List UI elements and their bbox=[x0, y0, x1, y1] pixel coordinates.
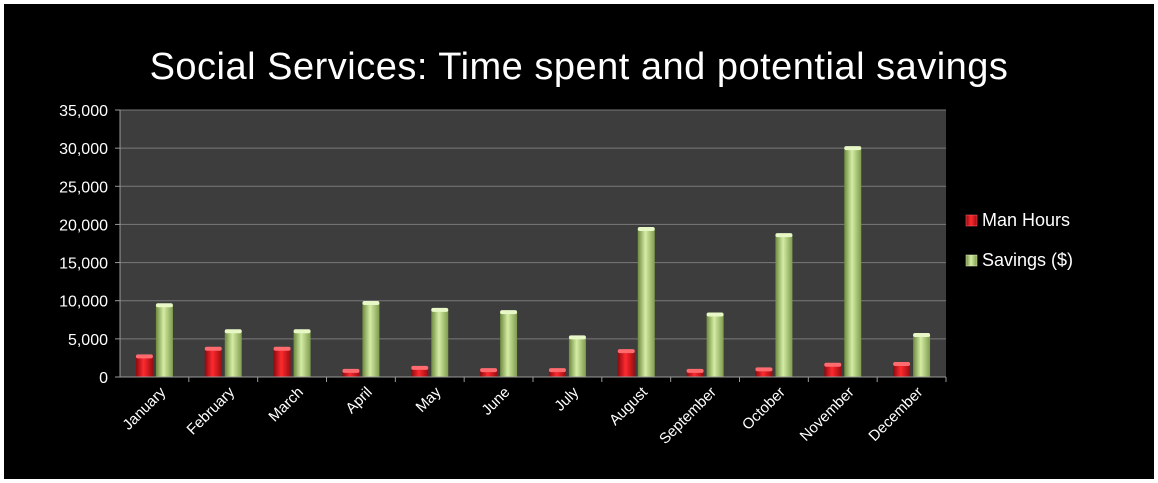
man-hours-bar-cap bbox=[824, 362, 842, 367]
x-tick-label: October bbox=[739, 384, 789, 434]
legend-label-savings: Savings ($) bbox=[982, 250, 1073, 270]
savings-bar-cap bbox=[500, 310, 518, 315]
y-tick-label: 0 bbox=[99, 370, 108, 387]
x-tick-label: July bbox=[551, 383, 582, 414]
x-tick-label: August bbox=[606, 383, 652, 429]
man-hours-bar bbox=[824, 364, 842, 377]
y-tick-label: 10,000 bbox=[59, 294, 108, 311]
man-hours-bar-cap bbox=[686, 368, 704, 373]
savings-bar-cap bbox=[293, 329, 311, 334]
man-hours-bar-cap bbox=[548, 368, 566, 373]
savings-bar-cap bbox=[155, 303, 173, 308]
savings-bar-cap bbox=[844, 146, 862, 151]
savings-bar bbox=[224, 331, 242, 377]
man-hours-bar bbox=[893, 364, 911, 377]
man-hours-bar-cap bbox=[204, 346, 222, 351]
savings-bar-cap bbox=[362, 301, 380, 306]
savings-bar-cap bbox=[637, 227, 655, 232]
savings-bar-cap bbox=[775, 233, 793, 238]
x-tick-label: February bbox=[184, 383, 239, 438]
man-hours-bar-cap bbox=[480, 368, 498, 373]
man-hours-bar bbox=[755, 369, 773, 377]
man-hours-bar bbox=[411, 367, 429, 377]
man-hours-bar-cap bbox=[135, 354, 153, 359]
bar-chart: 0 5,000 10,000 15,000 20,000 25,000 30,000 35,0… bbox=[59, 103, 1073, 448]
x-tick-label: June bbox=[478, 384, 513, 419]
x-tick-label: May bbox=[413, 383, 445, 415]
man-hours-bar-cap bbox=[273, 346, 291, 351]
man-hours-bar bbox=[617, 351, 635, 377]
savings-bar bbox=[913, 335, 931, 377]
legend-swatch-man-hours bbox=[965, 214, 978, 227]
chart-frame: Social Services: Time spent and potentia… bbox=[4, 4, 1154, 479]
man-hours-bar-cap bbox=[893, 362, 911, 367]
man-hours-bar bbox=[548, 370, 566, 377]
legend-swatch-savings bbox=[965, 254, 978, 267]
y-tick-label: 15,000 bbox=[59, 256, 108, 273]
savings-bar bbox=[155, 305, 173, 377]
savings-bar bbox=[500, 312, 518, 377]
y-tick-label: 35,000 bbox=[59, 103, 108, 120]
savings-bar bbox=[431, 309, 449, 377]
savings-bar bbox=[568, 337, 586, 377]
savings-bar-cap bbox=[431, 307, 449, 312]
y-tick-label: 30,000 bbox=[59, 141, 108, 158]
x-tick-label: September bbox=[656, 384, 720, 448]
man-hours-bar bbox=[273, 348, 291, 377]
man-hours-bar bbox=[686, 370, 704, 377]
x-tick-label: November bbox=[797, 384, 858, 445]
savings-bar bbox=[293, 331, 311, 377]
savings-bar bbox=[706, 314, 724, 377]
man-hours-bar bbox=[135, 356, 153, 377]
x-tick-label: January bbox=[119, 383, 169, 433]
man-hours-bar bbox=[342, 370, 360, 377]
savings-bar bbox=[844, 148, 862, 377]
savings-bar-cap bbox=[913, 333, 931, 338]
x-tick-label: December bbox=[865, 384, 926, 445]
legend-label-man-hours: Man Hours bbox=[982, 210, 1070, 230]
y-tick-label: 5,000 bbox=[68, 332, 108, 349]
x-tick-label: March bbox=[265, 384, 306, 425]
man-hours-bar bbox=[204, 348, 222, 377]
man-hours-bar bbox=[480, 370, 498, 377]
man-hours-bar-cap bbox=[411, 365, 429, 370]
man-hours-bar-cap bbox=[617, 349, 635, 354]
savings-bar bbox=[362, 303, 380, 377]
y-tick-label: 20,000 bbox=[59, 217, 108, 234]
man-hours-bar-cap bbox=[755, 367, 773, 372]
x-tick-label: April bbox=[343, 384, 376, 417]
savings-bar-cap bbox=[706, 312, 724, 317]
savings-bar bbox=[637, 229, 655, 377]
y-tick-label: 25,000 bbox=[59, 179, 108, 196]
savings-bar-cap bbox=[568, 335, 586, 340]
man-hours-bar-cap bbox=[342, 368, 360, 373]
savings-bar-cap bbox=[224, 329, 242, 334]
plot-area bbox=[120, 110, 946, 377]
chart-title: Social Services: Time spent and potentia… bbox=[149, 46, 1009, 88]
savings-bar bbox=[775, 235, 793, 377]
